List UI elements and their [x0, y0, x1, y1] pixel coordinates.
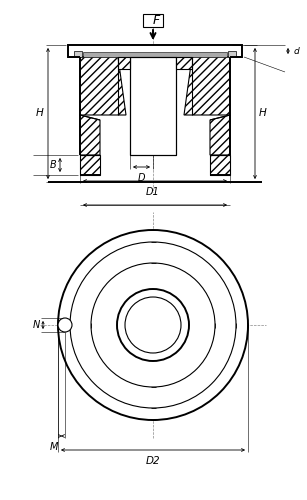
Polygon shape	[210, 155, 230, 175]
Ellipse shape	[117, 289, 189, 361]
Text: H: H	[259, 108, 267, 118]
Polygon shape	[80, 57, 126, 115]
Ellipse shape	[58, 318, 72, 332]
Ellipse shape	[58, 230, 248, 420]
Polygon shape	[80, 115, 100, 155]
Polygon shape	[80, 155, 100, 175]
Polygon shape	[130, 57, 176, 155]
Ellipse shape	[70, 242, 236, 408]
Ellipse shape	[91, 263, 215, 387]
Text: H: H	[36, 108, 44, 118]
Text: F: F	[152, 14, 160, 27]
Polygon shape	[176, 57, 192, 69]
Ellipse shape	[125, 297, 181, 353]
Bar	[143, 14, 163, 27]
Bar	[38, 0, 292, 187]
Bar	[83, 52, 227, 57]
Text: D: D	[138, 173, 145, 183]
Polygon shape	[210, 115, 230, 155]
Text: M: M	[49, 442, 58, 452]
Polygon shape	[184, 57, 230, 115]
Polygon shape	[74, 51, 82, 57]
Text: d: d	[294, 47, 300, 56]
Text: D2: D2	[146, 456, 160, 466]
Text: B: B	[50, 160, 56, 170]
Polygon shape	[68, 45, 242, 57]
Polygon shape	[118, 57, 130, 69]
Polygon shape	[228, 51, 236, 57]
Text: D1: D1	[146, 187, 160, 197]
Text: N: N	[32, 320, 40, 330]
